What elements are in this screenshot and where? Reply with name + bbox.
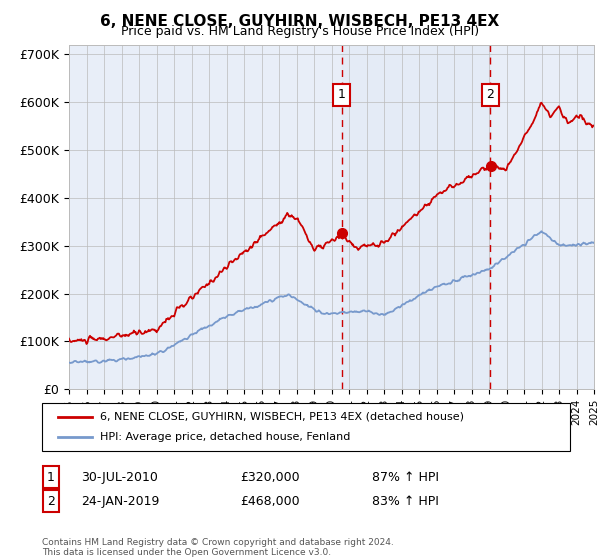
Bar bbox=[341, 45, 490, 389]
Text: 1: 1 bbox=[47, 470, 55, 484]
Text: 87% ↑ HPI: 87% ↑ HPI bbox=[372, 470, 439, 484]
Text: HPI: Average price, detached house, Fenland: HPI: Average price, detached house, Fenl… bbox=[100, 432, 350, 442]
Text: 6, NENE CLOSE, GUYHIRN, WISBECH, PE13 4EX (detached house): 6, NENE CLOSE, GUYHIRN, WISBECH, PE13 4E… bbox=[100, 412, 464, 422]
Text: 1: 1 bbox=[338, 88, 346, 101]
FancyBboxPatch shape bbox=[42, 403, 570, 451]
Text: 24-JAN-2019: 24-JAN-2019 bbox=[81, 494, 160, 508]
Text: £320,000: £320,000 bbox=[240, 470, 299, 484]
Text: £468,000: £468,000 bbox=[240, 494, 299, 508]
Text: 6, NENE CLOSE, GUYHIRN, WISBECH, PE13 4EX: 6, NENE CLOSE, GUYHIRN, WISBECH, PE13 4E… bbox=[100, 14, 500, 29]
Text: 83% ↑ HPI: 83% ↑ HPI bbox=[372, 494, 439, 508]
Text: Contains HM Land Registry data © Crown copyright and database right 2024.
This d: Contains HM Land Registry data © Crown c… bbox=[42, 538, 394, 557]
Text: 2: 2 bbox=[486, 88, 494, 101]
Text: 30-JUL-2010: 30-JUL-2010 bbox=[81, 470, 158, 484]
Text: Price paid vs. HM Land Registry's House Price Index (HPI): Price paid vs. HM Land Registry's House … bbox=[121, 25, 479, 38]
Text: 2: 2 bbox=[47, 494, 55, 508]
